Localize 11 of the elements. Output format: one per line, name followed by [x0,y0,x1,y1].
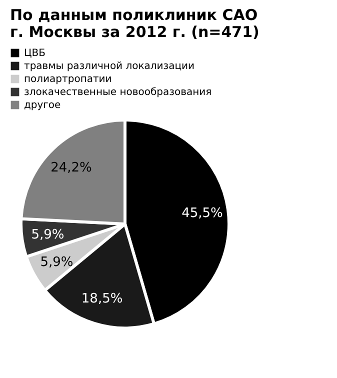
data-label: 5,9% [40,254,74,270]
legend-label: злокачественные новообразования [24,87,212,98]
data-label: 45,5% [182,206,223,222]
legend-label: травмы различной локализации [24,61,195,72]
data-label: 18,5% [81,292,123,307]
data-label: 5,9% [31,228,64,243]
chart-title: По данным поликлиник САО г. Москвы за 2012 г. (n=471) [10,6,260,41]
legend-label: другое [24,100,61,111]
legend-label: ЦВБ [24,48,46,59]
legend-label: полиартропатии [24,74,112,85]
data-label: 24,2% [50,160,92,176]
